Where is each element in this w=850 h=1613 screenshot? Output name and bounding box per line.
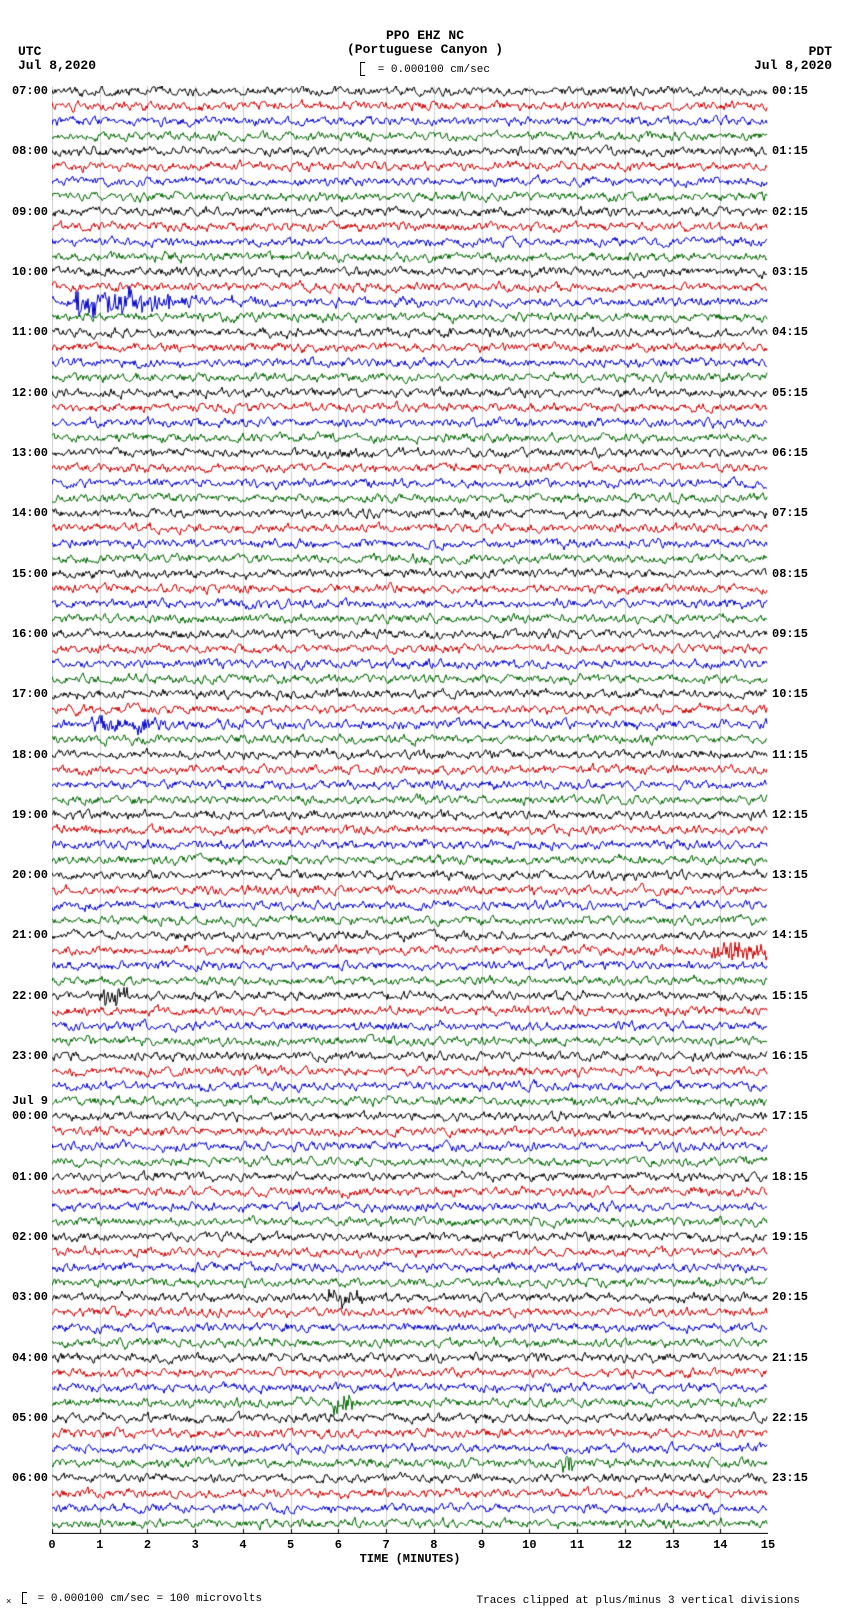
x-tick-label: 8 xyxy=(430,1538,437,1552)
x-axis-title: TIME (MINUTES) xyxy=(360,1552,461,1566)
utc-time-label: 16:00 xyxy=(12,627,52,641)
utc-time-label: 09:00 xyxy=(12,205,52,219)
x-tick-label: 12 xyxy=(618,1538,632,1552)
x-tick-label: 13 xyxy=(665,1538,679,1552)
scale-bar-text: = 0.000100 cm/sec xyxy=(378,64,490,76)
pdt-time-label: 14:15 xyxy=(768,928,808,942)
utc-time-label: 05:00 xyxy=(12,1411,52,1425)
right-date: Jul 8,2020 xyxy=(754,58,832,73)
footer-left-text: = 0.000100 cm/sec = 100 microvolts xyxy=(38,1593,262,1605)
pdt-time-label: 22:15 xyxy=(768,1411,808,1425)
utc-time-label: 12:00 xyxy=(12,386,52,400)
pdt-time-label: 04:15 xyxy=(768,325,808,339)
pdt-time-label: 18:15 xyxy=(768,1170,808,1184)
utc-time-label: 19:00 xyxy=(12,808,52,822)
utc-time-label: 18:00 xyxy=(12,748,52,762)
x-tick-label: 9 xyxy=(478,1538,485,1552)
utc-time-label: 06:00 xyxy=(12,1471,52,1485)
utc-time-label: 22:00 xyxy=(12,989,52,1003)
x-tick-label: 7 xyxy=(383,1538,390,1552)
utc-time-label: 07:00 xyxy=(12,84,52,98)
right-timezone: PDT xyxy=(809,44,832,59)
pdt-time-label: 08:15 xyxy=(768,567,808,581)
utc-time-label: 04:00 xyxy=(12,1351,52,1365)
utc-time-label: 10:00 xyxy=(12,265,52,279)
pdt-time-label: 06:15 xyxy=(768,446,808,460)
pdt-time-label: 23:15 xyxy=(768,1471,808,1485)
footer-left: × = 0.000100 cm/sec = 100 microvolts xyxy=(6,1592,262,1607)
pdt-time-label: 09:15 xyxy=(768,627,808,641)
pdt-time-label: 00:15 xyxy=(768,84,808,98)
x-tick-label: 15 xyxy=(761,1538,775,1552)
left-timezone: UTC xyxy=(18,44,41,59)
pdt-time-label: 02:15 xyxy=(768,205,808,219)
utc-time-label: 08:00 xyxy=(12,144,52,158)
seismogram-plot: 07:0008:0009:0010:0011:0012:0013:0014:00… xyxy=(52,86,768,1534)
pdt-time-label: 03:15 xyxy=(768,265,808,279)
pdt-time-label: 12:15 xyxy=(768,808,808,822)
pdt-time-label: 11:15 xyxy=(768,748,808,762)
utc-time-label: 17:00 xyxy=(12,687,52,701)
utc-time-label: 15:00 xyxy=(12,567,52,581)
utc-time-label: 00:00 xyxy=(12,1109,52,1123)
utc-time-label: 13:00 xyxy=(12,446,52,460)
x-tick-label: 2 xyxy=(144,1538,151,1552)
pdt-time-label: 17:15 xyxy=(768,1109,808,1123)
utc-time-label: 20:00 xyxy=(12,868,52,882)
x-tick-label: 0 xyxy=(48,1538,55,1552)
x-tick-label: 6 xyxy=(335,1538,342,1552)
pdt-time-label: 01:15 xyxy=(768,144,808,158)
pdt-time-label: 13:15 xyxy=(768,868,808,882)
x-tick-label: 5 xyxy=(287,1538,294,1552)
x-tick-label: 14 xyxy=(713,1538,727,1552)
pdt-time-label: 10:15 xyxy=(768,687,808,701)
pdt-time-label: 19:15 xyxy=(768,1230,808,1244)
footer-right: Traces clipped at plus/minus 3 vertical … xyxy=(477,1595,800,1607)
utc-time-label: 11:00 xyxy=(12,325,52,339)
pdt-time-label: 20:15 xyxy=(768,1290,808,1304)
x-tick-label: 3 xyxy=(192,1538,199,1552)
utc-time-label: 03:00 xyxy=(12,1290,52,1304)
x-tick-label: 4 xyxy=(239,1538,246,1552)
pdt-time-label: 15:15 xyxy=(768,989,808,1003)
scale-bar-label: = 0.000100 cm/sec xyxy=(360,62,490,76)
utc-time-label: 23:00 xyxy=(12,1049,52,1063)
x-tick-label: 10 xyxy=(522,1538,536,1552)
station-code: PPO EHZ NC xyxy=(386,28,464,43)
pdt-time-label: 21:15 xyxy=(768,1351,808,1365)
utc-time-label: 21:00 xyxy=(12,928,52,942)
pdt-time-label: 07:15 xyxy=(768,506,808,520)
station-location: (Portuguese Canyon ) xyxy=(347,42,503,57)
utc-time-label: 14:00 xyxy=(12,506,52,520)
seismogram-canvas xyxy=(52,86,768,1534)
left-date: Jul 8,2020 xyxy=(18,58,96,73)
pdt-time-label: 16:15 xyxy=(768,1049,808,1063)
pdt-time-label: 05:15 xyxy=(768,386,808,400)
utc-time-label: 02:00 xyxy=(12,1230,52,1244)
x-tick-label: 11 xyxy=(570,1538,584,1552)
x-tick-label: 1 xyxy=(96,1538,103,1552)
utc-time-label: Jul 9 xyxy=(12,1094,52,1108)
utc-time-label: 01:00 xyxy=(12,1170,52,1184)
